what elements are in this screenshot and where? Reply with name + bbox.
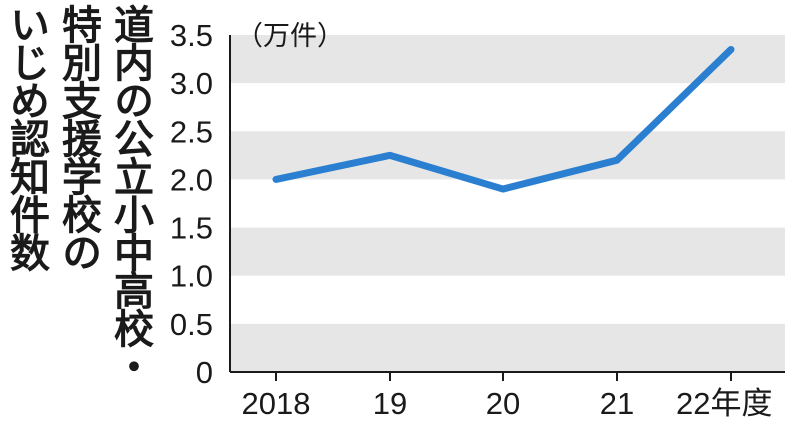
y-tick-label-1: 0.5 — [170, 307, 213, 342]
y-tick-labels: 0 0.5 1.0 1.5 2.0 2.5 3.0 3.5 — [170, 18, 213, 390]
title-line-1: 道内の公立小中高校・ — [107, 4, 153, 384]
y-tick-label-5: 2.5 — [170, 114, 213, 149]
y-tick-label-3: 1.5 — [170, 211, 213, 246]
x-tick-label-4: 22年度 — [676, 386, 772, 421]
grid-bands — [230, 35, 785, 372]
x-tick-label-0: 2018 — [242, 386, 311, 421]
title-line-2: 特別支援学校の — [55, 4, 101, 270]
y-tick-label-6: 3.0 — [170, 66, 213, 101]
series-line-0 — [272, 45, 735, 193]
x-tick-label-1: 19 — [373, 386, 407, 421]
y-tick-label-4: 2.0 — [170, 162, 213, 197]
y-unit-label: （万件） — [236, 21, 344, 52]
grid-band-2 — [230, 227, 785, 276]
x-tick-labels: 2018 19 20 21 22年度 — [242, 386, 773, 421]
y-tick-label-7: 3.5 — [170, 18, 213, 53]
x-tick-label-2: 20 — [486, 386, 520, 421]
title-line-3: いじめ認知件数 — [3, 4, 49, 270]
grid-band-0 — [230, 35, 785, 84]
grid-band-3 — [230, 323, 785, 372]
chart-title: 道内の公立小中高校・ 特別支援学校の いじめ認知件数 — [0, 0, 155, 425]
y-tick-label-0: 0 — [196, 355, 213, 390]
axes — [229, 35, 785, 381]
series-lines — [272, 45, 735, 193]
y-tick-label-2: 1.0 — [170, 259, 213, 294]
x-tick-label-3: 21 — [600, 386, 634, 421]
